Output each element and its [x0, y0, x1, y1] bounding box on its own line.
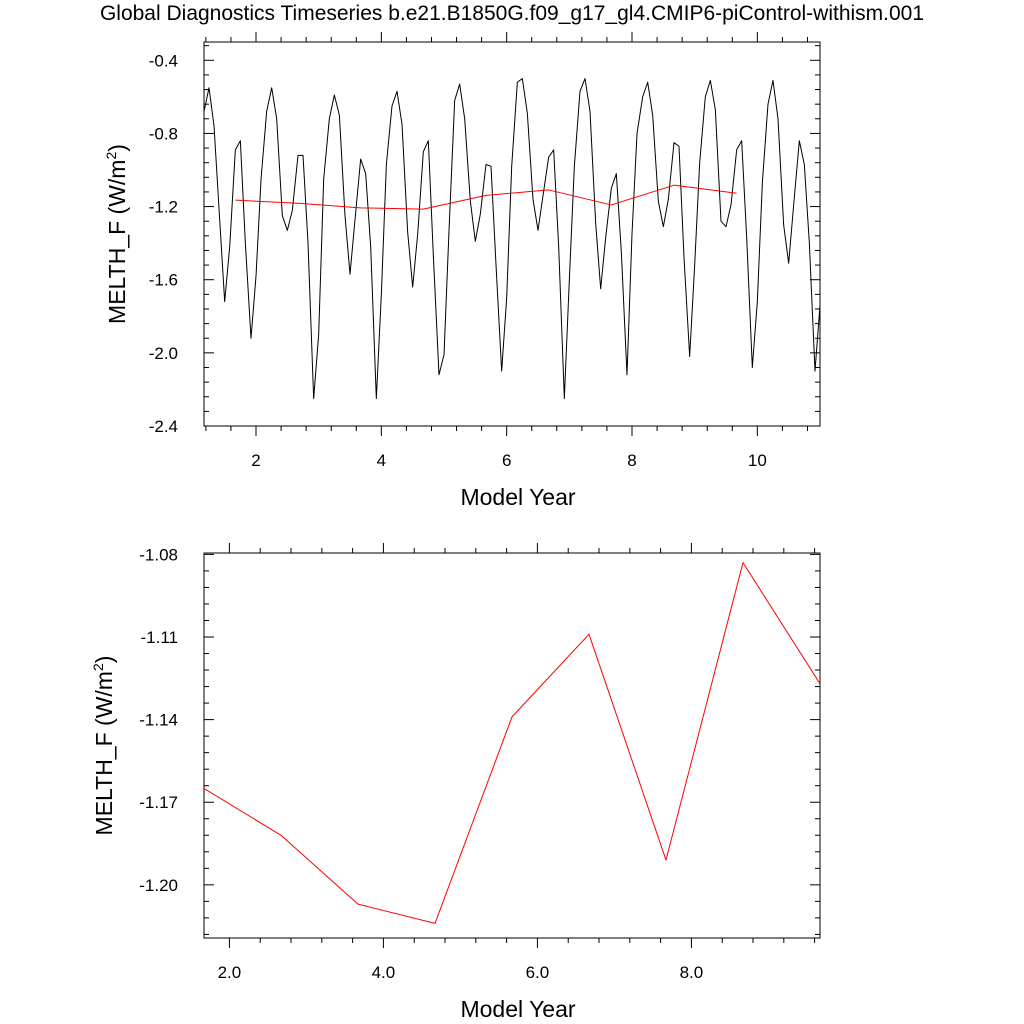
plot-frame [203, 552, 821, 939]
x-tick-label: 2 [251, 451, 260, 470]
y-axis-title-superscript: 2 [103, 152, 119, 160]
y-axis-title-main: MELTH_F (W/m [104, 160, 130, 324]
annual-mean-line [235, 184, 737, 210]
y-tick-label: -1.2 [149, 198, 178, 217]
x-tick-label: 6.0 [526, 963, 550, 982]
x-tick-label: 6 [502, 451, 511, 470]
y-tick-label: -2.4 [149, 417, 178, 436]
y-tick-label: -1.6 [149, 271, 178, 290]
y-tick-label: -1.08 [139, 545, 178, 564]
x-tick-label: 4.0 [372, 963, 396, 982]
y-tick-label: -1.17 [139, 793, 178, 812]
y-tick-label: -2.0 [149, 344, 178, 363]
y-axis-title: MELTH_F (W/m2) [103, 144, 130, 324]
monthly-line [204, 78, 820, 400]
chart-title: Global Diagnostics Timeseries b.e21.B185… [99, 2, 925, 25]
x-tick-label: 8 [627, 451, 636, 470]
plot-2: 2.0 4.0 6.0 8.0 -1.20 -1.17 -1.14 -1.11 -1.08 Mod… [90, 543, 821, 1022]
y-axis-title-main: MELTH_F (W/m [91, 671, 117, 835]
annual-mean-line [204, 562, 820, 924]
x-tick-label: 2.0 [218, 963, 242, 982]
y-tick-label: -1.20 [139, 876, 178, 895]
y-tick-label: -0.8 [149, 124, 178, 143]
plot-frame [203, 41, 821, 427]
x-tick-label: 4 [377, 451, 386, 470]
y-tick-label: -1.14 [139, 711, 178, 730]
y-axis-title-close: ) [104, 144, 130, 152]
y-axis-title: MELTH_F (W/m2) [90, 656, 117, 836]
x-axis-title: Model Year [460, 484, 575, 510]
x-tick-label: 10 [748, 451, 767, 470]
x-tick-label: 8.0 [680, 963, 704, 982]
y-axis-title-superscript: 2 [90, 663, 106, 671]
y-tick-label: -0.4 [149, 51, 178, 70]
y-axis-title-close: ) [91, 656, 117, 664]
x-axis-title: Model Year [460, 996, 575, 1022]
plot-1: 2 4 6 8 10 -2.4 -2.0 -1.6 -1.2 -0.8 -0.4 Model Year… [103, 32, 821, 510]
y-tick-label: -1.11 [141, 628, 179, 647]
